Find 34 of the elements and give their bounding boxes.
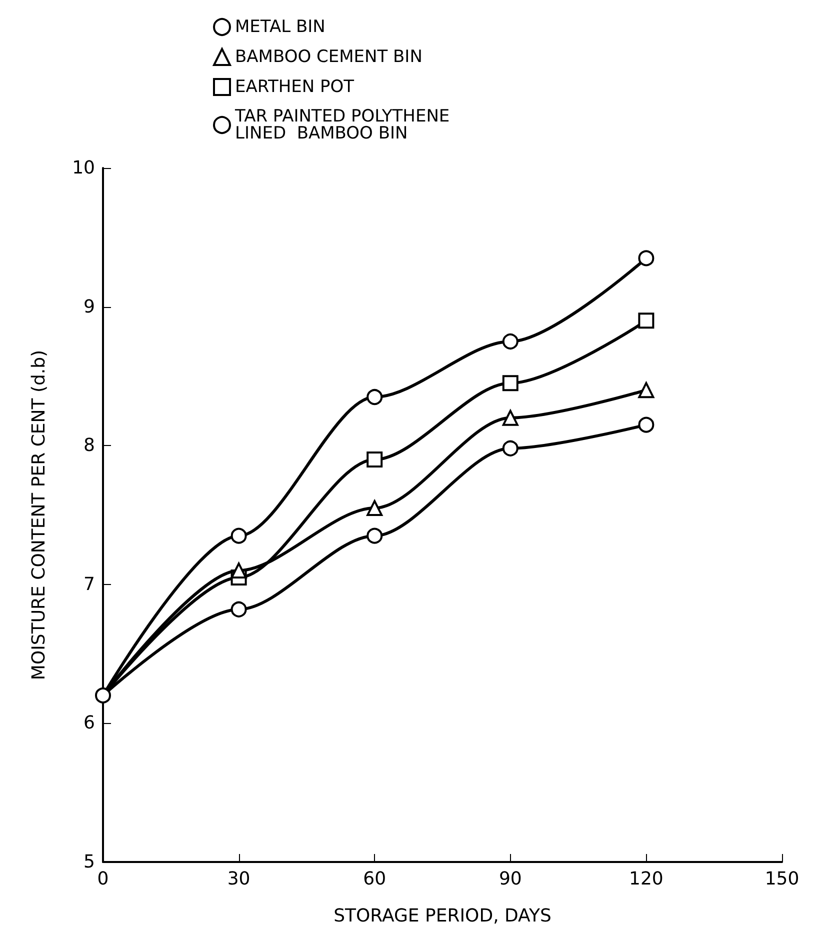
x-tick-label: 90 <box>498 868 522 890</box>
point <box>230 601 247 618</box>
x-tick-label: 120 <box>629 868 664 890</box>
point <box>502 410 518 426</box>
x-tick-label: 30 <box>227 868 250 890</box>
x-tick-label: 150 <box>764 868 800 890</box>
x-tick-label: 60 <box>363 868 386 890</box>
point <box>95 687 111 704</box>
y-tick-label: 8 <box>84 435 95 456</box>
point <box>230 562 247 579</box>
y-axis-title: MOISTURE CONTENT PER CENT (d.b) <box>28 350 50 680</box>
legend-label: BAMBOO CEMENT BIN <box>235 47 422 67</box>
point <box>366 389 383 406</box>
x-tick-label: 0 <box>97 868 109 890</box>
point <box>230 528 247 544</box>
y-tick-label: 6 <box>84 712 95 734</box>
point <box>366 528 383 544</box>
legend-label: METAL BIN <box>235 17 326 37</box>
x-axis-title: STORAGE PERIOD, DAYS <box>334 906 552 926</box>
legend-label: EARTHEN POT <box>235 77 355 97</box>
point <box>502 375 518 392</box>
legend-label: TAR PAINTED POLYTHENE LINED BAMBOO BIN <box>234 106 450 144</box>
y-tick-label: 9 <box>84 296 95 318</box>
point <box>638 382 654 398</box>
point <box>638 416 654 433</box>
y-tick-label: 7 <box>84 574 95 595</box>
point <box>502 440 518 456</box>
point <box>502 334 518 350</box>
point <box>366 451 383 468</box>
point <box>638 250 654 266</box>
y-tick-label: 10 <box>72 158 95 178</box>
point <box>638 312 654 329</box>
y-tick-label: 5 <box>84 852 95 872</box>
point <box>366 500 383 516</box>
